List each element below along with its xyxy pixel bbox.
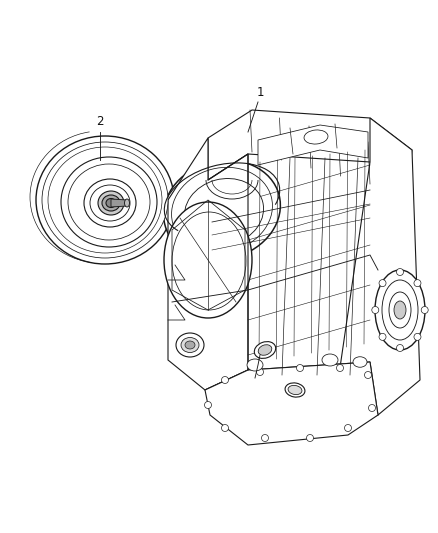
Ellipse shape bbox=[261, 434, 268, 441]
Ellipse shape bbox=[184, 179, 264, 246]
Ellipse shape bbox=[254, 342, 276, 358]
Ellipse shape bbox=[164, 202, 252, 318]
Ellipse shape bbox=[247, 359, 263, 371]
Ellipse shape bbox=[257, 368, 264, 376]
Polygon shape bbox=[208, 110, 412, 190]
Polygon shape bbox=[205, 362, 378, 430]
Text: 1: 1 bbox=[256, 86, 264, 99]
Ellipse shape bbox=[61, 157, 157, 247]
Ellipse shape bbox=[396, 269, 403, 276]
Ellipse shape bbox=[258, 345, 272, 356]
Ellipse shape bbox=[375, 270, 425, 350]
Ellipse shape bbox=[106, 198, 116, 207]
Ellipse shape bbox=[396, 344, 403, 351]
Ellipse shape bbox=[372, 306, 379, 313]
Ellipse shape bbox=[185, 341, 195, 349]
Ellipse shape bbox=[176, 333, 204, 357]
Ellipse shape bbox=[84, 179, 136, 227]
Ellipse shape bbox=[48, 147, 162, 253]
Ellipse shape bbox=[304, 130, 328, 144]
Ellipse shape bbox=[379, 333, 386, 341]
Polygon shape bbox=[111, 199, 127, 207]
Ellipse shape bbox=[336, 365, 343, 372]
Ellipse shape bbox=[42, 142, 168, 258]
Ellipse shape bbox=[36, 136, 174, 264]
Ellipse shape bbox=[90, 185, 130, 221]
Ellipse shape bbox=[222, 376, 229, 384]
Ellipse shape bbox=[285, 383, 305, 397]
Ellipse shape bbox=[181, 337, 199, 352]
Ellipse shape bbox=[414, 333, 421, 341]
Ellipse shape bbox=[353, 357, 367, 367]
Ellipse shape bbox=[322, 354, 338, 366]
Ellipse shape bbox=[288, 385, 302, 394]
Ellipse shape bbox=[379, 280, 386, 287]
Polygon shape bbox=[168, 138, 248, 390]
Ellipse shape bbox=[124, 199, 130, 207]
Ellipse shape bbox=[368, 405, 375, 411]
Ellipse shape bbox=[164, 160, 280, 260]
Polygon shape bbox=[258, 125, 368, 165]
Ellipse shape bbox=[394, 301, 406, 319]
Ellipse shape bbox=[98, 191, 124, 215]
Ellipse shape bbox=[421, 306, 428, 313]
Ellipse shape bbox=[205, 401, 212, 408]
Ellipse shape bbox=[364, 372, 371, 378]
Ellipse shape bbox=[345, 424, 352, 432]
Ellipse shape bbox=[389, 292, 411, 328]
Ellipse shape bbox=[297, 365, 304, 372]
Ellipse shape bbox=[68, 164, 150, 240]
Polygon shape bbox=[336, 118, 420, 415]
Ellipse shape bbox=[102, 195, 120, 211]
Polygon shape bbox=[205, 362, 378, 445]
Ellipse shape bbox=[414, 280, 421, 287]
Ellipse shape bbox=[307, 434, 314, 441]
Ellipse shape bbox=[222, 424, 229, 432]
Text: 2: 2 bbox=[96, 115, 104, 128]
